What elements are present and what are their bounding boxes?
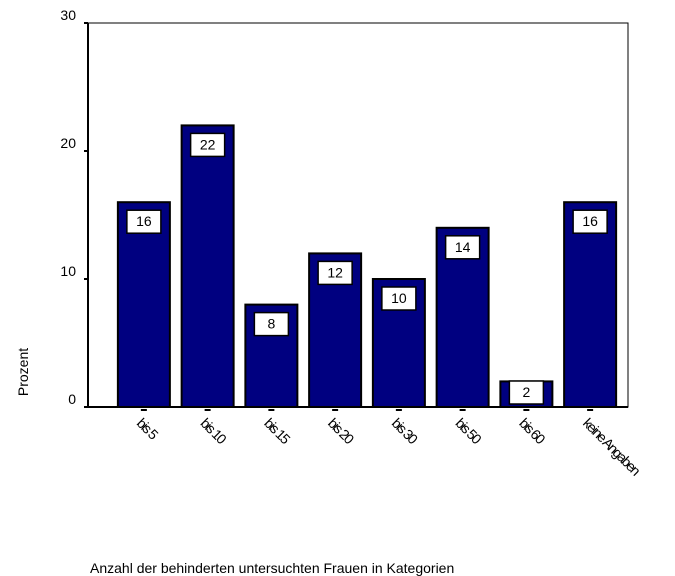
value-label-box bbox=[189, 132, 226, 158]
y-axis-title: Prozent bbox=[15, 348, 31, 396]
x-axis-title: Anzahl der behinderten untersuchten Frau… bbox=[90, 560, 454, 576]
value-label-box bbox=[126, 209, 162, 234]
y-tick-label: 0 bbox=[68, 391, 76, 407]
x-tick-label: bis 10 bbox=[198, 415, 231, 448]
y-tick-label: 10 bbox=[60, 263, 76, 279]
x-tick-label: keine Angaben bbox=[580, 415, 644, 479]
x-tick-label: bis 15 bbox=[261, 415, 294, 448]
value-label: 2 bbox=[522, 384, 530, 400]
x-tick-label: bis 5 bbox=[134, 415, 162, 443]
value-label: 8 bbox=[267, 316, 275, 332]
value-label-box bbox=[444, 235, 481, 260]
x-tick-label: bis 30 bbox=[389, 415, 422, 448]
value-label: 12 bbox=[327, 264, 343, 280]
value-label-box bbox=[317, 260, 353, 286]
y-tick-label: 20 bbox=[60, 135, 76, 151]
value-label-box bbox=[572, 209, 608, 234]
bar bbox=[563, 201, 618, 408]
value-label-box bbox=[508, 380, 545, 405]
value-label: 16 bbox=[136, 213, 152, 229]
value-label-box bbox=[253, 311, 290, 337]
y-tick-label: 30 bbox=[60, 7, 76, 23]
value-label: 14 bbox=[455, 239, 471, 255]
value-label: 22 bbox=[200, 136, 216, 152]
value-label: 16 bbox=[582, 213, 598, 229]
value-label: 10 bbox=[391, 290, 407, 306]
value-label-box bbox=[381, 286, 417, 311]
x-tick-label: bis 60 bbox=[516, 415, 549, 448]
x-tick-label: bis 20 bbox=[325, 415, 358, 448]
x-tick-label: bis 50 bbox=[453, 415, 486, 448]
bar bbox=[116, 201, 171, 408]
bar bbox=[180, 124, 235, 409]
